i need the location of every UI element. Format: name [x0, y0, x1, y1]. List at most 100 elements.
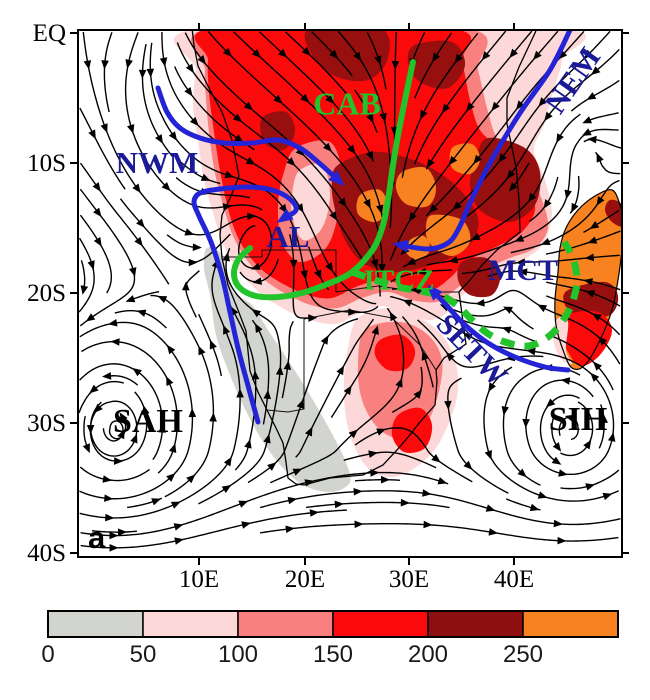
precip-darkred-top-1 — [304, 30, 390, 82]
streamline — [198, 248, 282, 505]
streamline — [89, 391, 148, 462]
arrowhead — [582, 116, 592, 124]
arrowhead — [305, 426, 313, 437]
arrowhead — [501, 326, 512, 334]
arrowhead — [466, 102, 475, 112]
streamline — [546, 281, 621, 307]
arrowhead — [263, 433, 271, 444]
arrowhead — [325, 94, 335, 104]
arrowhead — [93, 237, 102, 247]
arrowhead — [184, 87, 193, 97]
arrowhead — [320, 335, 329, 345]
streamline — [175, 176, 250, 199]
arrowhead — [347, 144, 356, 155]
streamline — [483, 366, 619, 502]
arrowhead — [86, 425, 95, 435]
arrowhead — [558, 469, 568, 477]
arrowhead — [209, 412, 217, 422]
label-mct: MCT — [488, 254, 558, 287]
arrowhead — [189, 116, 199, 127]
arrowhead — [286, 157, 296, 167]
arrowhead — [368, 450, 378, 458]
y-tick-label: 30S — [27, 410, 66, 437]
streamline — [281, 320, 294, 399]
arrowhead — [528, 192, 537, 203]
streamline — [560, 401, 594, 457]
arrowhead — [283, 360, 292, 370]
arrowhead — [481, 51, 491, 61]
arrowhead — [463, 333, 473, 341]
nem-flow-arrow — [398, 30, 573, 252]
arrowhead — [222, 251, 230, 262]
colorbar-segment-2 — [237, 610, 334, 638]
arrowhead — [537, 304, 548, 313]
arrowhead — [88, 129, 96, 140]
arrowhead — [100, 123, 108, 133]
arrowhead — [93, 403, 103, 413]
arrowhead — [83, 60, 92, 70]
streamline — [78, 237, 95, 313]
streamline — [539, 394, 580, 463]
arrowhead — [392, 239, 410, 253]
streamline — [401, 316, 434, 388]
arrowhead — [420, 109, 428, 120]
streamline — [545, 230, 621, 255]
al-hook-line — [230, 245, 355, 301]
arrowhead — [186, 474, 196, 484]
arrowhead — [104, 494, 114, 502]
arrowhead — [558, 50, 568, 60]
arrowhead — [244, 439, 252, 449]
colorbar-tick-label: 100 — [218, 641, 258, 668]
arrowhead — [329, 49, 339, 59]
arrowhead — [276, 208, 294, 223]
arrowhead — [328, 170, 345, 186]
streamline — [546, 295, 621, 336]
arrowhead — [509, 182, 518, 192]
arrowhead — [295, 147, 305, 157]
streamline — [79, 260, 241, 519]
arrowhead — [442, 103, 451, 114]
map-area — [78, 30, 622, 552]
arrowhead — [379, 112, 387, 123]
arrowhead — [365, 150, 374, 161]
arrowhead — [378, 264, 386, 274]
arrowhead — [432, 52, 441, 63]
arrowhead — [267, 462, 277, 471]
streamline — [79, 214, 113, 294]
streamline — [289, 234, 316, 319]
arrowhead — [485, 504, 496, 512]
arrowhead — [129, 267, 137, 277]
streamline — [413, 30, 507, 165]
arrowhead — [448, 256, 459, 264]
streamline — [570, 79, 620, 112]
arrowhead — [185, 63, 194, 74]
streamline — [598, 404, 605, 449]
arrowhead — [308, 314, 318, 322]
arrowhead — [348, 308, 358, 316]
arrowhead — [353, 51, 362, 62]
streamline — [79, 363, 164, 461]
arrowhead — [336, 365, 344, 376]
streamline — [444, 305, 534, 330]
arrowhead — [400, 498, 410, 507]
arrowhead — [289, 259, 298, 269]
streamline — [233, 31, 384, 222]
streamline — [207, 30, 383, 269]
arrowhead — [585, 290, 595, 298]
colorbar-tick-label: 200 — [408, 641, 448, 668]
streamline — [330, 329, 378, 418]
streamline — [79, 107, 126, 190]
arrowhead — [192, 243, 202, 251]
arrowhead — [517, 468, 527, 478]
arrowhead — [509, 48, 518, 58]
arrowhead — [198, 345, 206, 356]
colorbar-tick-label: 150 — [313, 641, 353, 668]
arrowhead — [334, 500, 344, 509]
arrowhead — [391, 60, 400, 70]
arrowhead — [109, 531, 119, 540]
country-border-0 — [222, 249, 337, 292]
arrowhead — [252, 277, 262, 285]
arrowhead — [408, 212, 417, 222]
country-border-1 — [266, 319, 305, 413]
arrowhead — [498, 153, 507, 163]
